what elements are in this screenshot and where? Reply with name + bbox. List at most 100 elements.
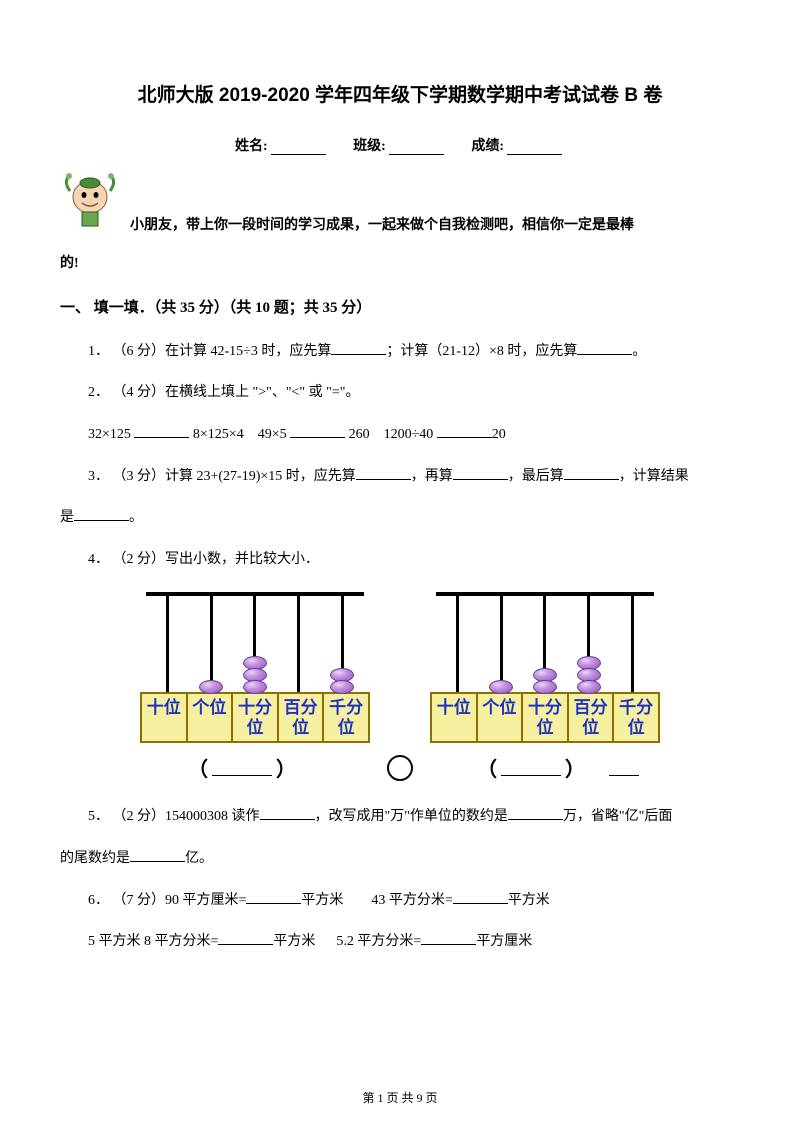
q5-p1: 5． （2 分）154000308 读作 bbox=[88, 809, 260, 824]
question-5b: 的尾数约是亿。 bbox=[60, 842, 740, 876]
question-5: 5． （2 分）154000308 读作 ，改写成用"万"作单位的数约是 万，省略"… bbox=[60, 800, 740, 834]
class-label: 班级: bbox=[353, 139, 386, 154]
place-label: 十分位 bbox=[523, 694, 569, 741]
q1-blank-1[interactable] bbox=[331, 341, 386, 355]
rod bbox=[210, 592, 213, 692]
place-label: 千分位 bbox=[614, 694, 658, 741]
question-2-exprs: 32×125 8×125×4 49×5 260 1200÷40 20 bbox=[60, 418, 740, 452]
q6-c2: 平方米 bbox=[273, 934, 315, 949]
q3-p1: 3． （3 分）计算 23+(27-19)×15 时，应先算 bbox=[88, 469, 356, 484]
paren-close: ） bbox=[276, 753, 296, 782]
footer-suffix: 页 bbox=[423, 1091, 438, 1105]
rod bbox=[500, 592, 503, 692]
abacus-1: 十位 个位 十分位 百分位 千分位 bbox=[140, 592, 370, 743]
q6-blank-2[interactable] bbox=[453, 890, 508, 904]
answer-1-blank[interactable] bbox=[212, 760, 272, 776]
q5-p2: ，改写成用"万"作单位的数约是 bbox=[315, 809, 508, 824]
q2-blank-1[interactable] bbox=[134, 424, 189, 438]
rod bbox=[631, 592, 634, 692]
section-1-heading: 一、 填一填．（共 35 分）（共 10 题；共 35 分） bbox=[60, 296, 740, 317]
exam-title: 北师大版 2019-2020 学年四年级下学期数学期中考试试卷 B 卷 bbox=[60, 80, 740, 107]
q6-b2: 平方米 bbox=[508, 893, 550, 908]
q2-e1b: 8×125×4 bbox=[193, 427, 244, 442]
bead bbox=[199, 680, 223, 694]
q3-blank-2[interactable] bbox=[453, 466, 508, 480]
abacus-1-rods bbox=[140, 592, 370, 692]
q3-p5: 是 bbox=[60, 510, 74, 525]
rod bbox=[253, 592, 256, 692]
q3-blank-3[interactable] bbox=[564, 466, 619, 480]
rod bbox=[341, 592, 344, 692]
score-blank[interactable] bbox=[507, 141, 562, 155]
bead bbox=[577, 680, 601, 694]
q6-d1: 5.2 平方分米= bbox=[336, 934, 421, 949]
bead bbox=[243, 680, 267, 694]
q1-suffix: 。 bbox=[632, 344, 646, 359]
q2-e3b: 20 bbox=[492, 427, 506, 442]
q5-blank-2[interactable] bbox=[508, 806, 563, 820]
q3-blank-1[interactable] bbox=[356, 466, 411, 480]
q5-p3: 万，省略"亿"后面 bbox=[563, 809, 672, 824]
question-6b: 5 平方米 8 平方分米= 平方米 5.2 平方分米= 平方厘米 bbox=[60, 925, 740, 959]
bead bbox=[330, 680, 354, 694]
q6-d2: 平方厘米 bbox=[476, 934, 532, 949]
answer-2-blank-extra[interactable] bbox=[609, 760, 639, 776]
q2-e1a: 32×125 bbox=[88, 427, 131, 442]
footer-mid: 页 共 bbox=[383, 1091, 416, 1105]
intro-text-2: 的! bbox=[60, 252, 740, 272]
q2-e3a: 1200÷40 bbox=[384, 427, 434, 442]
abacus-2: 十位 个位 十分位 百分位 千分位 bbox=[430, 592, 660, 743]
name-label: 姓名: bbox=[235, 139, 268, 154]
abacus-answer-row: （ ） （ ） bbox=[60, 753, 740, 782]
q6-a1: 6． （7 分）90 平方厘米= bbox=[88, 893, 246, 908]
class-blank[interactable] bbox=[389, 141, 444, 155]
q3-p3: ，最后算 bbox=[508, 469, 564, 484]
q2-line1: 2． （4 分）在横线上填上 ">"、"<" 或 "="。 bbox=[88, 385, 359, 400]
answer-2-blank[interactable] bbox=[501, 760, 561, 776]
question-2: 2． （4 分）在横线上填上 ">"、"<" 或 "="。 bbox=[60, 376, 740, 410]
q3-blank-4[interactable] bbox=[74, 507, 129, 521]
q5-blank-1[interactable] bbox=[260, 806, 315, 820]
place-label: 个位 bbox=[478, 694, 524, 741]
rod bbox=[543, 592, 546, 692]
comparison-circle[interactable] bbox=[387, 755, 413, 781]
q2-blank-2[interactable] bbox=[290, 424, 345, 438]
name-blank[interactable] bbox=[271, 141, 326, 155]
intro-text-1: 小朋友，带上你一段时间的学习成果，一起来做个自我检测吧，相信你一定是最棒 bbox=[130, 177, 634, 242]
place-label: 百分位 bbox=[279, 694, 325, 741]
paren-close: ） bbox=[565, 753, 585, 782]
rod bbox=[587, 592, 590, 692]
q2-e2a: 49×5 bbox=[258, 427, 287, 442]
q1-blank-2[interactable] bbox=[577, 341, 632, 355]
q6-c1: 5 平方米 8 平方分米= bbox=[88, 934, 218, 949]
q2-blank-3[interactable] bbox=[437, 424, 492, 438]
answer-1-group: （ ） bbox=[127, 753, 357, 782]
q6-blank-4[interactable] bbox=[421, 931, 476, 945]
q3-p6: 。 bbox=[129, 510, 143, 525]
paren-open: （ bbox=[477, 753, 497, 782]
q5-blank-3[interactable] bbox=[130, 848, 185, 862]
abacus-1-labels: 十位 个位 十分位 百分位 千分位 bbox=[140, 692, 370, 743]
answer-2-group: （ ） bbox=[443, 753, 673, 782]
q6-b1: 43 平方分米= bbox=[371, 893, 452, 908]
q6-blank-1[interactable] bbox=[246, 890, 301, 904]
q1-mid: ；计算（21-12）×8 时，应先算 bbox=[386, 344, 577, 359]
q6-blank-3[interactable] bbox=[218, 931, 273, 945]
q4-text: 4． （2 分）写出小数，并比较大小． bbox=[88, 552, 319, 567]
place-label: 个位 bbox=[188, 694, 234, 741]
student-info-row: 姓名: 班级: 成绩: bbox=[60, 135, 740, 155]
q5-p5: 亿。 bbox=[185, 851, 213, 866]
question-4: 4． （2 分）写出小数，并比较大小． bbox=[60, 543, 740, 577]
bead bbox=[533, 680, 557, 694]
question-6a: 6． （7 分）90 平方厘米=平方米 43 平方分米=平方米 bbox=[60, 884, 740, 918]
rod bbox=[166, 592, 169, 692]
place-label: 千分位 bbox=[324, 694, 368, 741]
place-label: 百分位 bbox=[569, 694, 615, 741]
footer-prefix: 第 bbox=[362, 1091, 377, 1105]
question-1: 1． （6 分）在计算 42-15÷3 时，应先算；计算（21-12）×8 时，… bbox=[60, 335, 740, 369]
place-label: 十位 bbox=[142, 694, 188, 741]
question-3: 3． （3 分）计算 23+(27-19)×15 时，应先算，再算，最后算，计算… bbox=[60, 460, 740, 494]
mascot-icon bbox=[60, 173, 120, 231]
rod bbox=[456, 592, 459, 692]
score-label: 成绩: bbox=[471, 139, 504, 154]
